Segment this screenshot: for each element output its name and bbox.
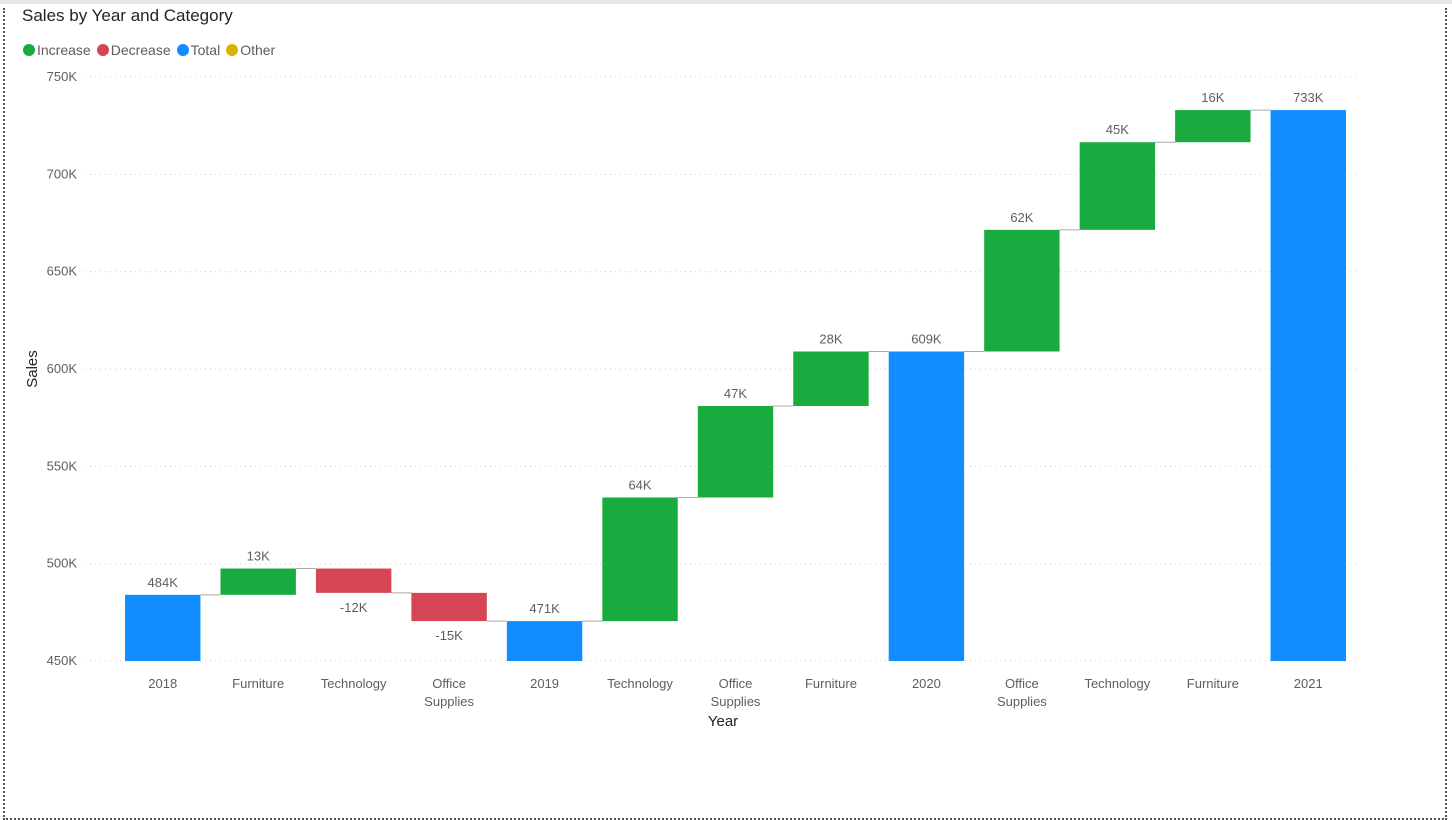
data-label: 484K bbox=[148, 575, 179, 590]
bar-increase[interactable] bbox=[1079, 142, 1156, 230]
data-label: -15K bbox=[435, 628, 463, 643]
x-tick-label: Technology bbox=[607, 676, 673, 691]
legend-item-other[interactable]: Other bbox=[226, 42, 275, 58]
x-axis: 2018 Furniture Technology Office Supplies 201… bbox=[148, 676, 1322, 709]
x-tick-label: Furniture bbox=[232, 676, 284, 691]
data-label: 47K bbox=[724, 386, 747, 401]
legend-item-decrease[interactable]: Decrease bbox=[96, 42, 171, 58]
legend-dot-other bbox=[226, 44, 239, 56]
bar-increase[interactable] bbox=[697, 405, 774, 498]
bar-increase[interactable] bbox=[220, 568, 296, 595]
data-labels: 484K 13K -12K -15K 471K 64K 47K 28K 609K 62K 45K 16… bbox=[148, 90, 1324, 643]
x-tick-label: 2020 bbox=[912, 676, 941, 691]
x-tick-label: Furniture bbox=[805, 676, 857, 691]
bar-total[interactable] bbox=[506, 621, 583, 661]
legend-label-decrease: Decrease bbox=[110, 42, 171, 58]
bar-total[interactable] bbox=[888, 351, 965, 661]
bar-increase[interactable] bbox=[984, 229, 1060, 352]
y-tick-label: 500K bbox=[47, 556, 78, 571]
data-label: 28K bbox=[819, 331, 842, 346]
y-tick-label: 750K bbox=[47, 69, 78, 84]
y-axis: 450K 500K 550K 600K 650K 700K 750K bbox=[47, 69, 78, 668]
bars bbox=[125, 110, 1346, 662]
x-tick-label: Technology bbox=[1084, 676, 1150, 691]
x-tick-label: Office bbox=[1005, 676, 1039, 691]
data-label: 16K bbox=[1201, 90, 1224, 105]
data-label: 64K bbox=[628, 477, 651, 492]
x-axis-title: Year bbox=[708, 713, 738, 730]
bar-increase[interactable] bbox=[602, 497, 678, 622]
legend-label-increase: Increase bbox=[37, 42, 91, 58]
y-tick-label: 600K bbox=[47, 361, 78, 376]
legend-dot-total bbox=[176, 44, 189, 56]
x-tick-label: 2019 bbox=[530, 676, 559, 691]
legend-label-total: Total bbox=[190, 42, 221, 58]
legend-dot-increase bbox=[23, 44, 35, 56]
legend: Increase Decrease Total Other bbox=[23, 41, 281, 59]
x-tick-label: Technology bbox=[321, 676, 387, 691]
x-tick-label: 2021 bbox=[1294, 676, 1323, 691]
bar-increase[interactable] bbox=[793, 351, 869, 406]
x-tick-label: Supplies bbox=[424, 694, 474, 709]
x-tick-label: Supplies bbox=[997, 694, 1047, 709]
bar-increase[interactable] bbox=[1175, 110, 1251, 143]
chart-title: Sales by Year and Category bbox=[22, 6, 233, 25]
y-tick-label: 700K bbox=[47, 166, 78, 181]
bar-total[interactable] bbox=[1270, 110, 1346, 662]
bar-decrease[interactable] bbox=[411, 592, 487, 622]
data-label: 45K bbox=[1106, 122, 1129, 137]
x-tick-label: Supplies bbox=[711, 694, 761, 709]
legend-item-increase[interactable]: Increase bbox=[23, 42, 91, 58]
y-tick-label: 550K bbox=[47, 458, 78, 473]
data-label: 609K bbox=[911, 331, 942, 346]
x-tick-label: Furniture bbox=[1187, 676, 1239, 691]
data-label: 62K bbox=[1010, 210, 1033, 225]
legend-label-other: Other bbox=[240, 42, 276, 58]
data-label: 733K bbox=[1293, 90, 1324, 105]
y-tick-label: 450K bbox=[47, 653, 78, 668]
connectors bbox=[200, 109, 1271, 622]
bar-decrease[interactable] bbox=[315, 568, 392, 593]
data-label: 471K bbox=[529, 601, 560, 616]
y-axis-title: Sales bbox=[24, 350, 41, 388]
data-label: 13K bbox=[247, 549, 270, 564]
legend-item-total[interactable]: Total bbox=[176, 42, 221, 58]
bar-total[interactable] bbox=[125, 594, 201, 661]
x-tick-label: 2018 bbox=[148, 676, 177, 691]
data-label: -12K bbox=[340, 600, 368, 615]
legend-dot-decrease bbox=[96, 44, 109, 56]
y-tick-label: 650K bbox=[47, 264, 78, 279]
x-tick-label: Office bbox=[432, 676, 466, 691]
x-tick-label: Office bbox=[719, 676, 753, 691]
